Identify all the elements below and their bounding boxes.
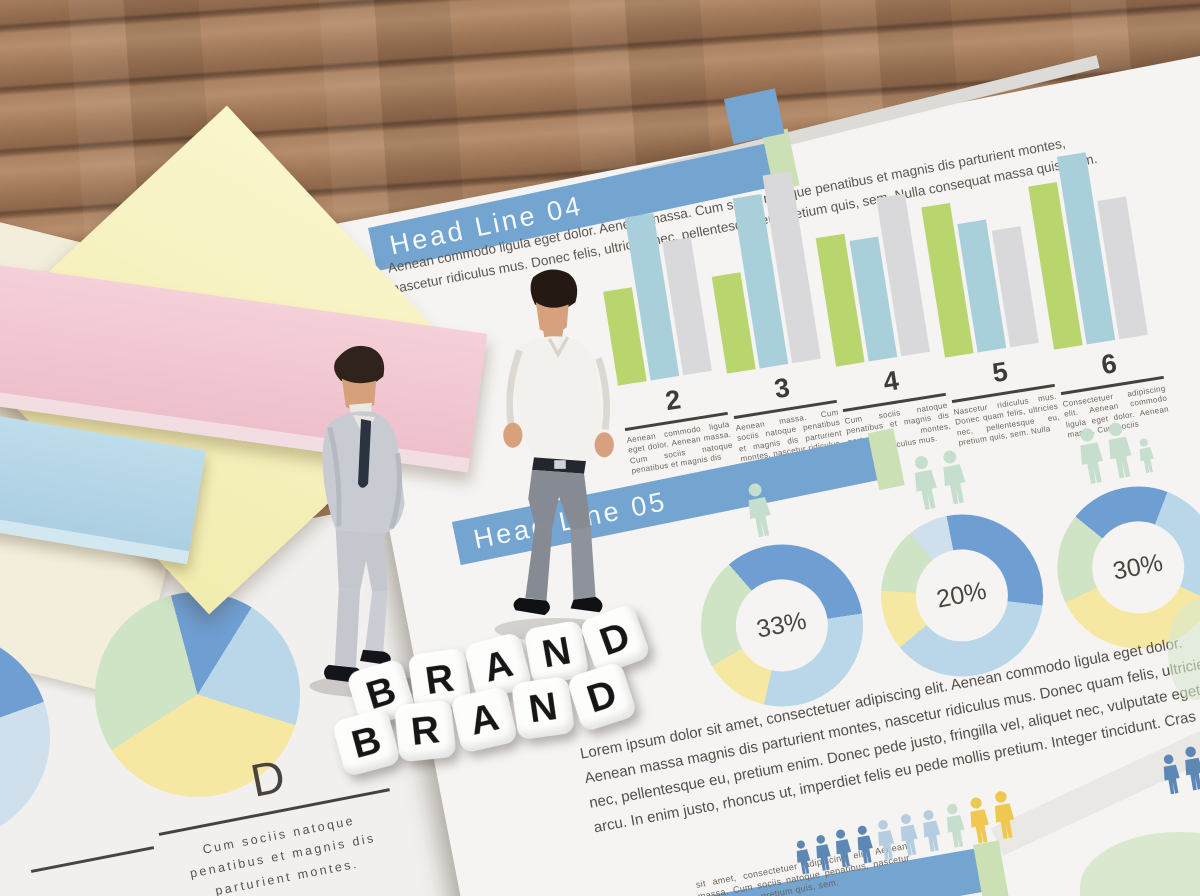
people-icons-pair [1158, 745, 1200, 801]
figurine-shirt-drawing [494, 269, 614, 642]
donut-percent-label: 30% [1110, 548, 1166, 586]
figurine-suit-drawing [309, 345, 427, 698]
figurine-businessman-suit [272, 330, 444, 709]
letter-die: A [450, 685, 519, 754]
people-icons-row [790, 789, 1020, 880]
people-icons-green [742, 481, 777, 539]
donut-column-1: 33% [668, 467, 883, 722]
letter-die: R [393, 699, 457, 763]
pie-chart-main [95, 592, 300, 797]
people-icons-green [1073, 416, 1158, 485]
figurine-businessman-shirt [458, 262, 636, 652]
people-icons-green [907, 448, 970, 511]
letter-die: N [510, 676, 576, 741]
donut-percent-label: 20% [934, 576, 989, 614]
donut-percent-label: 33% [754, 606, 809, 644]
donut-column-2: 20% [848, 437, 1063, 692]
donut-column-3: 30% [1024, 407, 1200, 664]
